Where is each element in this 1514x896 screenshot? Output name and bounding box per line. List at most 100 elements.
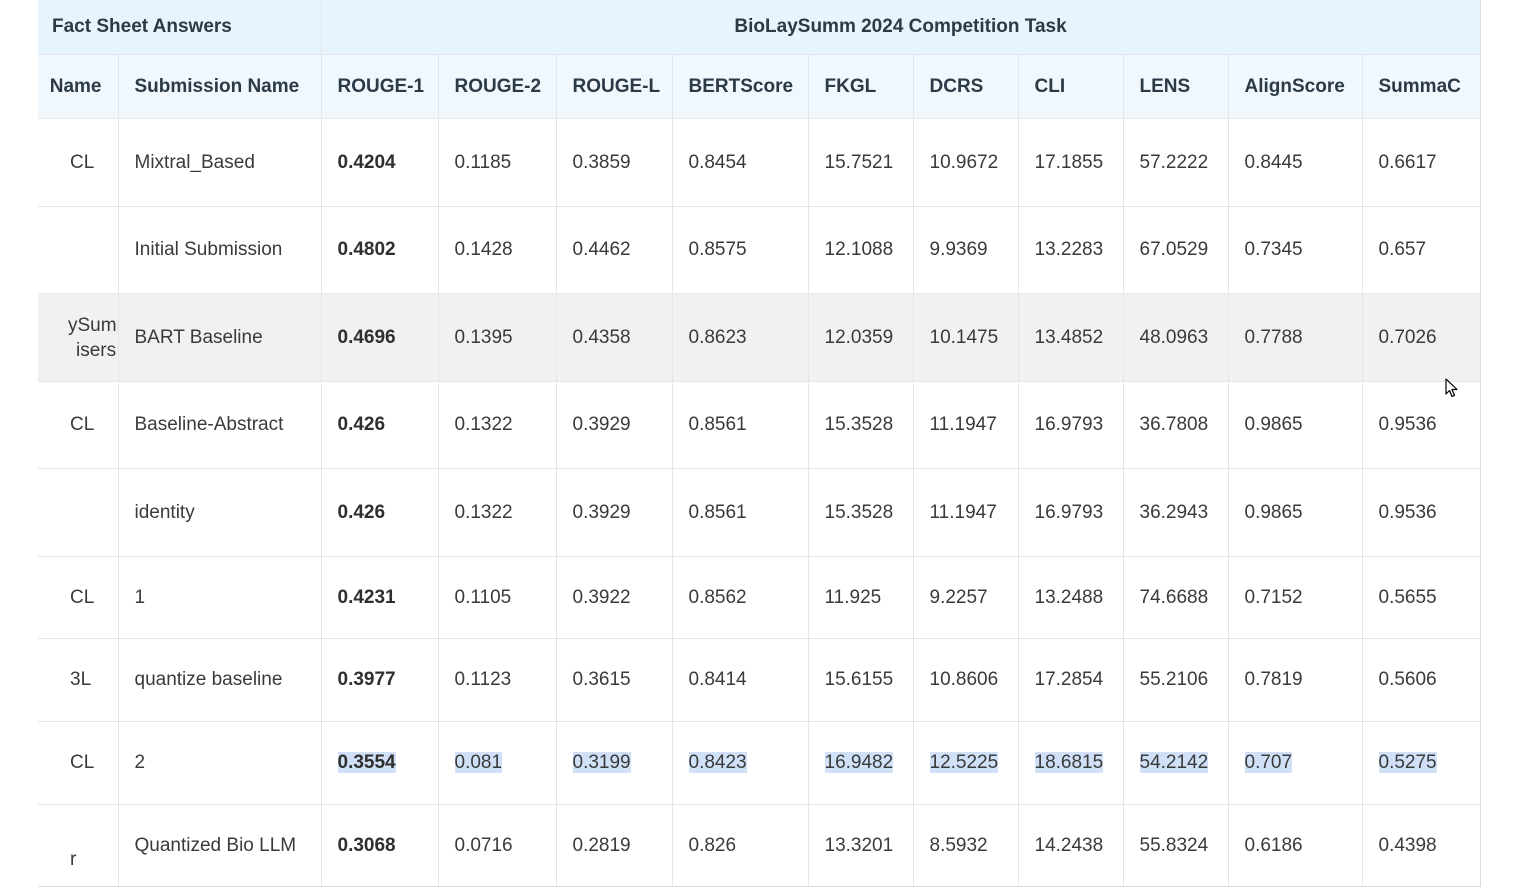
team-name-cell: ySumm isers [38, 293, 119, 382]
rouge-1-cell: 0.4231 [321, 556, 439, 639]
alignscore-cell: 0.7152 [1228, 556, 1363, 639]
cli-value: 16.9793 [1034, 414, 1104, 435]
fkgl-cell: 12.1088 [808, 206, 914, 294]
column-header-name[interactable]: Name [38, 54, 119, 119]
rouge-1-value: 0.3068 [337, 835, 396, 856]
table-row[interactable]: 3L quantize baseline 0.3977 0.1123 0.3615 0.8… [38, 638, 1480, 722]
results-table-viewport[interactable]: Fact Sheet Answers BioLaySumm 2024 Compe… [38, 0, 1481, 887]
summac-cell: 0.5606 [1362, 638, 1480, 722]
dcrs-cell: 8.5932 [913, 804, 1019, 886]
summac-cell: 0.9536 [1362, 468, 1480, 557]
rouge-1-value: 0.426 [337, 501, 386, 523]
bertscore-cell: 0.8561 [672, 381, 809, 469]
summac-value: 0.4398 [1378, 835, 1437, 856]
rouge-1-cell: 0.4802 [321, 206, 439, 294]
dcrs-value: 10.1475 [929, 326, 999, 348]
cli-value: 18.6815 [1034, 752, 1104, 773]
column-header-summac[interactable]: SummaC [1362, 54, 1480, 119]
summac-cell: 0.6617 [1362, 118, 1480, 207]
rouge-2-cell: 0.1322 [438, 381, 557, 469]
lens-value: 36.2943 [1139, 501, 1209, 523]
rouge-1-cell: 0.426 [321, 468, 439, 557]
alignscore-cell: 0.9865 [1228, 468, 1363, 557]
summac-value: 0.657 [1378, 239, 1427, 260]
rouge-2-cell: 0.0716 [438, 804, 557, 886]
dcrs-cell: 9.2257 [913, 556, 1019, 639]
table-row[interactable]: CL 2 0.3554 0.081 0.3199 0.8423 16.9482 12.5225… [38, 721, 1480, 805]
dcrs-value: 9.2257 [929, 586, 988, 608]
alignscore-cell: 0.6186 [1228, 804, 1363, 886]
column-header-cli[interactable]: CLI [1018, 54, 1124, 119]
table-row[interactable]: identity 0.426 0.1322 0.3929 0.8561 15.3528 11… [38, 468, 1480, 557]
column-header-rouge-l[interactable]: ROUGE-L [556, 54, 673, 119]
column-header-fkgl[interactable]: FKGL [808, 54, 914, 119]
rouge-1-cell: 0.3068 [321, 804, 439, 886]
column-header-rouge-1[interactable]: ROUGE-1 [321, 54, 439, 119]
fkgl-value: 16.9482 [824, 752, 894, 773]
rouge-l-cell: 0.3615 [556, 638, 673, 722]
bertscore-cell: 0.8562 [672, 556, 809, 639]
dcrs-cell: 11.1947 [913, 468, 1019, 557]
submission-name-cell: Quantized Bio LLM [118, 804, 322, 886]
rouge-l-value: 0.2819 [572, 835, 631, 856]
rouge-l-cell: 0.2819 [556, 804, 673, 886]
table-row[interactable]: CL Baseline-Abstract 0.426 0.1322 0.3929 0.85… [38, 381, 1480, 469]
bertscore-cell: 0.826 [672, 804, 809, 886]
fkgl-cell: 12.0359 [808, 293, 914, 382]
column-header-lens[interactable]: LENS [1123, 54, 1229, 119]
dcrs-cell: 10.1475 [913, 293, 1019, 382]
cli-cell: 16.9793 [1018, 468, 1124, 557]
alignscore-value: 0.7819 [1244, 669, 1303, 690]
dcrs-value: 10.9672 [929, 151, 999, 173]
summac-value: 0.7026 [1378, 326, 1437, 348]
alignscore-value: 0.9865 [1244, 501, 1303, 523]
lens-cell: 55.8324 [1123, 804, 1229, 886]
column-header-submission-name[interactable]: Submission Name [118, 54, 322, 119]
column-header-rouge-2[interactable]: ROUGE-2 [438, 54, 557, 119]
bertscore-cell: 0.8423 [672, 721, 809, 805]
rouge-1-cell: 0.4204 [321, 118, 439, 207]
rouge-l-value: 0.3922 [572, 586, 631, 608]
summac-value: 0.9536 [1378, 414, 1437, 435]
lens-value: 55.2106 [1139, 669, 1209, 690]
alignscore-cell: 0.8445 [1228, 118, 1363, 207]
column-header-alignscore[interactable]: AlignScore [1228, 54, 1363, 119]
table-row[interactable]: CL 1 0.4231 0.1105 0.3922 0.8562 11.925 9.2257 1… [38, 556, 1480, 639]
rouge-l-value: 0.3199 [572, 752, 631, 773]
summac-value: 0.5275 [1378, 752, 1437, 773]
team-name-line: isers [76, 339, 117, 361]
fkgl-cell: 15.7521 [808, 118, 914, 207]
bertscore-cell: 0.8623 [672, 293, 809, 382]
rouge-l-value: 0.4358 [572, 326, 631, 348]
table-row[interactable]: CL Mixtral_Based 0.4204 0.1185 0.3859 0.8454 1… [38, 118, 1480, 207]
rouge-1-value: 0.3554 [337, 752, 396, 773]
lens-value: 74.6688 [1139, 586, 1209, 608]
alignscore-cell: 0.7819 [1228, 638, 1363, 722]
alignscore-cell: 0.7345 [1228, 206, 1363, 294]
cli-value: 16.9793 [1034, 501, 1104, 523]
team-name-line: ySumm [68, 314, 117, 336]
bertscore-cell: 0.8454 [672, 118, 809, 207]
submission-name-cell: identity [118, 468, 322, 557]
rouge-l-value: 0.3929 [572, 414, 631, 435]
team-name-cell [38, 206, 119, 294]
lens-cell: 57.2222 [1123, 118, 1229, 207]
rouge-2-value: 0.1428 [454, 239, 513, 260]
bertscore-value: 0.8561 [688, 414, 747, 435]
fkgl-cell: 11.925 [808, 556, 914, 639]
competition-group-header: BioLaySumm 2024 Competition Task [321, 0, 1480, 55]
dcrs-value: 11.1947 [929, 414, 997, 435]
cli-cell: 13.4852 [1018, 293, 1124, 382]
rouge-2-value: 0.1185 [454, 151, 512, 173]
bertscore-value: 0.8454 [688, 151, 747, 173]
column-header-bertscore[interactable]: BERTScore [672, 54, 809, 119]
fkgl-value: 15.7521 [824, 151, 894, 173]
column-header-dcrs[interactable]: DCRS [913, 54, 1019, 119]
fkgl-value: 15.3528 [824, 414, 894, 435]
table-row[interactable]: Initial Submission 0.4802 0.1428 0.4462 0.85… [38, 206, 1480, 294]
lens-cell: 55.2106 [1123, 638, 1229, 722]
rouge-2-cell: 0.081 [438, 721, 557, 805]
table-row[interactable]: r Quantized Bio LLM 0.3068 0.0716 0.2819 0.82… [38, 804, 1480, 886]
alignscore-value: 0.707 [1244, 752, 1293, 773]
